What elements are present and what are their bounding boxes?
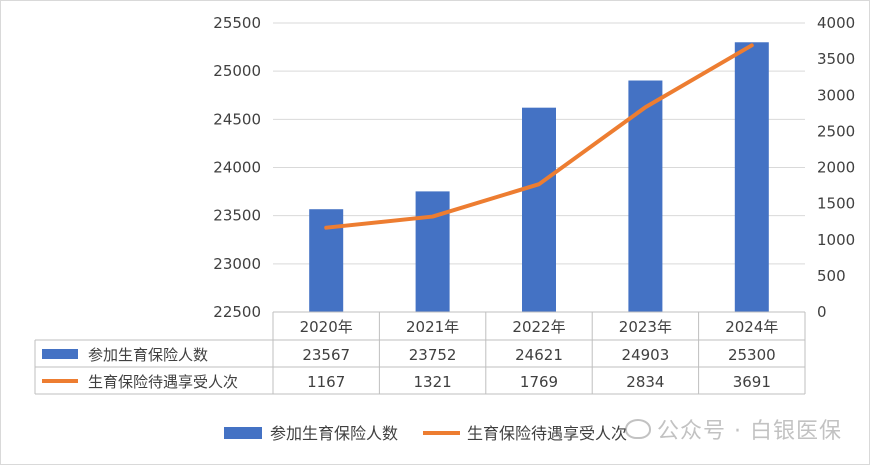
table-cell-value: 3691 <box>733 373 771 391</box>
table-row-header: 参加生育保险人数 <box>88 346 208 364</box>
x-tick-label: 2023年 <box>619 318 672 336</box>
y-left-tick-label: 24000 <box>213 159 261 177</box>
table-cell-value: 2834 <box>626 373 664 391</box>
line-point <box>431 215 435 219</box>
table-cell-value: 1167 <box>307 373 345 391</box>
bar <box>415 191 450 312</box>
wechat-icon <box>625 419 652 439</box>
line-point <box>324 226 328 230</box>
y-right-tick-label: 2000 <box>817 159 855 177</box>
y-left-tick-label: 25000 <box>213 62 261 80</box>
watermark-text: 公众号 · 白银医保 <box>657 419 842 444</box>
line-point <box>537 182 541 186</box>
legend-label: 生育保险待遇享受人次 <box>467 424 627 443</box>
y-right-tick-label: 1500 <box>817 195 855 213</box>
line-point <box>643 105 647 109</box>
table-cell-value: 1321 <box>414 373 452 391</box>
y-left-tick-label: 24500 <box>213 110 261 128</box>
table-cell-value: 24621 <box>515 346 563 364</box>
y-right-tick-label: 1000 <box>817 231 855 249</box>
table-cell-value: 23567 <box>302 346 350 364</box>
x-tick-label: 2022年 <box>512 318 565 336</box>
y-left-tick-label: 22500 <box>213 303 261 321</box>
y-right-tick-label: 4000 <box>817 14 855 32</box>
x-tick-label: 2024年 <box>725 318 778 336</box>
y-right-tick-label: 2500 <box>817 122 855 140</box>
y-left-tick-label: 23500 <box>213 207 261 225</box>
table-cell-value: 1769 <box>520 373 558 391</box>
y-right-tick-label: 0 <box>817 303 827 321</box>
table-cell-value: 25300 <box>728 346 776 364</box>
bar <box>628 80 663 312</box>
table-cell-value: 23752 <box>409 346 457 364</box>
y-right-tick-label: 3000 <box>817 86 855 104</box>
x-tick-label: 2020年 <box>300 318 353 336</box>
y-right-tick-label: 500 <box>817 267 846 285</box>
y-right-tick-label: 3500 <box>817 50 855 68</box>
y-left-tick-label: 23000 <box>213 255 261 273</box>
bar <box>734 42 769 313</box>
line-point <box>750 43 754 47</box>
table-cell-value: 24903 <box>622 346 670 364</box>
watermark: 公众号 · 白银医保 <box>625 413 842 445</box>
table-row-header: 生育保险待遇享受人次 <box>88 373 238 391</box>
legend-key-bar <box>224 427 262 439</box>
legend-label: 参加生育保险人数 <box>270 424 398 443</box>
bar <box>522 107 556 312</box>
table-legend-key-bar <box>42 349 78 359</box>
y-left-tick-label: 25500 <box>213 14 261 32</box>
x-tick-label: 2021年 <box>406 318 459 336</box>
